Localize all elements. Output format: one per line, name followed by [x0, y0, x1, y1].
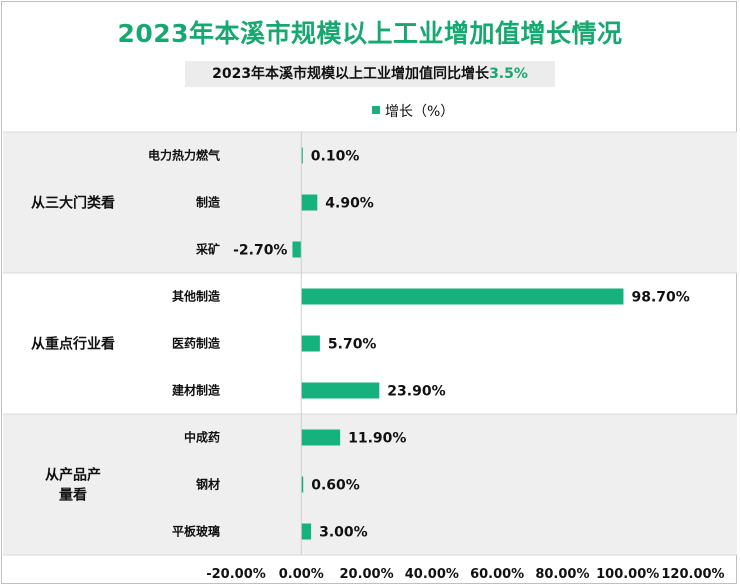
group-label: 从产品产 — [45, 467, 101, 484]
group-band — [3, 414, 737, 555]
group-label: 量看 — [59, 487, 87, 504]
category-label: 钢材 — [196, 477, 220, 492]
data-label: -2.70% — [233, 243, 287, 259]
x-tick-label: 60.00% — [470, 567, 524, 582]
data-label: 0.10% — [311, 149, 360, 165]
category-label: 医药制造 — [172, 336, 221, 351]
category-label: 电力热力燃气 — [148, 148, 220, 163]
x-tick-label: -20.00% — [206, 567, 266, 582]
category-label: 其他制造 — [172, 289, 221, 304]
x-tick-label: 0.00% — [279, 567, 324, 582]
category-label: 制造 — [196, 195, 221, 210]
bar — [301, 194, 318, 211]
subtitle-highlight: 3.5% — [489, 66, 528, 82]
x-tick-label: 40.00% — [405, 567, 459, 582]
x-tick-label: 20.00% — [339, 567, 393, 582]
bar — [301, 382, 380, 399]
data-label: 3.00% — [319, 525, 368, 541]
chart-subtitle: 2023年本溪市规模以上工业增加值同比增长3.5% — [185, 61, 555, 87]
x-tick-label: 100.00% — [596, 567, 659, 582]
bar — [292, 241, 302, 258]
group-band — [3, 132, 737, 273]
x-tick-label: 120.00% — [661, 567, 724, 582]
bar — [301, 288, 624, 305]
group-label: 从重点行业看 — [31, 336, 115, 353]
bar — [301, 335, 320, 352]
group-label: 从三大门类看 — [31, 195, 115, 212]
data-label: 23.90% — [387, 384, 445, 400]
category-label: 平板玻璃 — [172, 524, 220, 539]
data-label: 11.90% — [348, 431, 406, 447]
bar — [301, 429, 341, 446]
category-label: 采矿 — [195, 242, 220, 257]
data-label: 4.90% — [325, 196, 374, 212]
bar — [301, 476, 304, 493]
legend-swatch — [372, 106, 380, 114]
subtitle-text: 2023年本溪市规模以上工业增加值同比增长 — [212, 66, 490, 82]
bar — [301, 523, 312, 540]
data-label: 98.70% — [631, 290, 689, 306]
category-label: 建材制造 — [171, 383, 221, 398]
chart-title: 2023年本溪市规模以上工业增加值增长情况 — [117, 19, 623, 48]
bar — [301, 147, 303, 164]
category-label: 中成药 — [184, 430, 220, 445]
data-label: 0.60% — [311, 478, 360, 494]
x-tick-label: 80.00% — [535, 567, 589, 582]
legend-label: 增长（%） — [385, 104, 454, 120]
data-label: 5.70% — [328, 337, 377, 353]
